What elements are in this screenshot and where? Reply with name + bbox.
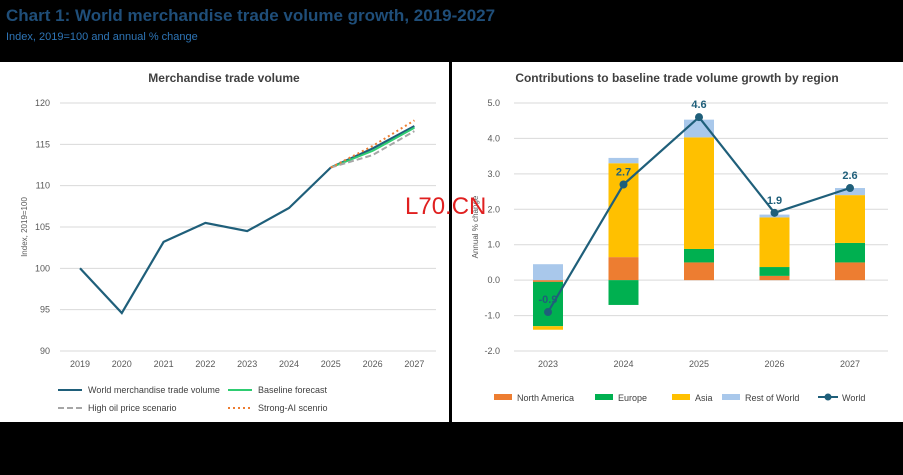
bar-europe-2027 <box>835 242 865 263</box>
world-point-2027 <box>846 184 854 193</box>
bar-rest-of-world-2025 <box>684 119 714 138</box>
legend-label: Asia <box>695 393 713 403</box>
world-data-label: 2.7 <box>616 166 631 178</box>
bar-europe-2026 <box>759 267 790 276</box>
bar-asia-2025 <box>684 137 714 249</box>
x-tick-label: 2026 <box>764 359 784 369</box>
bar-europe-2023 <box>533 281 563 327</box>
x-tick-label: 2027 <box>840 359 860 369</box>
x-tick-label: 2023 <box>538 359 558 369</box>
x-tick-label: 2020 <box>112 359 132 369</box>
chart-title: Chart 1: World merchandise trade volume … <box>6 6 496 25</box>
world-point-2023 <box>544 308 552 317</box>
world-point-2024 <box>619 180 628 189</box>
bar-europe-2024 <box>608 280 639 305</box>
x-tick-label: 2025 <box>321 359 341 369</box>
bar-north-america-2025 <box>684 262 714 281</box>
bar-asia-2024 <box>608 163 639 258</box>
chart-subtitle: Index, 2019=100 and annual % change <box>6 31 198 43</box>
y-tick-label: 4.0 <box>487 133 500 143</box>
bar-rest-of-world-2023 <box>533 264 563 281</box>
y-tick-label: 115 <box>36 139 50 149</box>
series-line-strong-ai-scenrio <box>330 119 415 169</box>
bar-north-america-2026 <box>759 275 790 281</box>
legend-label: Europe <box>618 393 647 403</box>
y-tick-label: 1.0 <box>487 240 500 250</box>
x-tick-label: 2019 <box>70 359 90 369</box>
bar-north-america-2023 <box>533 280 563 282</box>
y-axis-label: Index, 2019=100 <box>20 197 29 257</box>
left-chart-panel: Merchandise trade volume 90 95 100 105 110 115… <box>0 62 449 422</box>
bar-asia-2026 <box>759 217 790 268</box>
legend-swatch <box>672 394 690 400</box>
bar-europe-2025 <box>684 248 714 263</box>
chart-header: Chart 1: World merchandise trade volume … <box>0 0 903 62</box>
x-tick-label: 2025 <box>689 359 709 369</box>
legend-label: High oil price scenario <box>88 403 177 413</box>
y-tick-label: 100 <box>35 263 50 273</box>
world-data-label: 4.6 <box>691 99 706 111</box>
right-chart-panel: Contributions to baseline trade volume g… <box>452 62 903 422</box>
legend-label: World <box>842 393 865 403</box>
legend-swatch <box>494 394 512 400</box>
y-tick-label: -1.0 <box>484 311 500 321</box>
y-tick-label: 90 <box>40 346 50 356</box>
y-tick-label: 110 <box>36 181 50 191</box>
series-line-world <box>79 166 332 315</box>
y-tick-label: 120 <box>35 98 50 108</box>
left-chart-title: Merchandise trade volume <box>148 71 300 85</box>
y-tick-label: 0.0 <box>487 275 500 285</box>
legend-label: North America <box>517 393 574 403</box>
y-axis-label: Annual % change <box>471 195 480 258</box>
x-tick-label: 2024 <box>279 359 299 369</box>
trade-volume-line-chart: Merchandise trade volume 90 95 100 105 110 115… <box>20 71 436 413</box>
world-data-label: -0.9 <box>539 294 558 306</box>
y-tick-label: 5.0 <box>487 98 500 108</box>
legend-label: Rest of World <box>745 393 799 403</box>
watermark: L70.CN <box>405 193 487 220</box>
series-line-baseline-forecast <box>330 126 415 169</box>
y-tick-label: 95 <box>40 305 50 315</box>
x-tick-label: 2026 <box>363 359 383 369</box>
series-line-high-oil-price-scenario <box>330 130 415 169</box>
legend-swatch-marker <box>824 393 832 401</box>
bar-north-america-2027 <box>835 262 865 281</box>
x-tick-label: 2021 <box>154 359 174 369</box>
x-tick-label: 2027 <box>404 359 424 369</box>
world-data-label: 2.6 <box>842 170 857 182</box>
bar-asia-2027 <box>835 195 865 243</box>
legend-swatch <box>722 394 740 400</box>
y-tick-label: 3.0 <box>487 169 500 179</box>
y-tick-label: 2.0 <box>487 204 500 214</box>
bar-rest-of-world-2024 <box>608 157 639 164</box>
bar-north-america-2024 <box>608 257 639 281</box>
world-data-label: 1.9 <box>767 195 782 207</box>
world-point-2025 <box>695 113 703 122</box>
legend-label: Strong-AI scenrio <box>258 403 328 413</box>
legend-swatch <box>595 394 613 400</box>
x-tick-label: 2023 <box>237 359 257 369</box>
x-tick-label: 2022 <box>195 359 215 369</box>
bar-asia-2023 <box>533 326 563 330</box>
legend-label: World merchandise trade volume <box>88 385 220 395</box>
legend-label: Baseline forecast <box>258 385 328 395</box>
regional-contributions-bar-chart: Contributions to baseline trade volume g… <box>471 71 888 403</box>
right-chart-title: Contributions to baseline trade volume g… <box>515 71 838 85</box>
world-point-2026 <box>770 208 779 217</box>
y-tick-label: -2.0 <box>484 346 500 356</box>
y-tick-label: 105 <box>35 222 50 232</box>
x-tick-label: 2024 <box>613 359 633 369</box>
